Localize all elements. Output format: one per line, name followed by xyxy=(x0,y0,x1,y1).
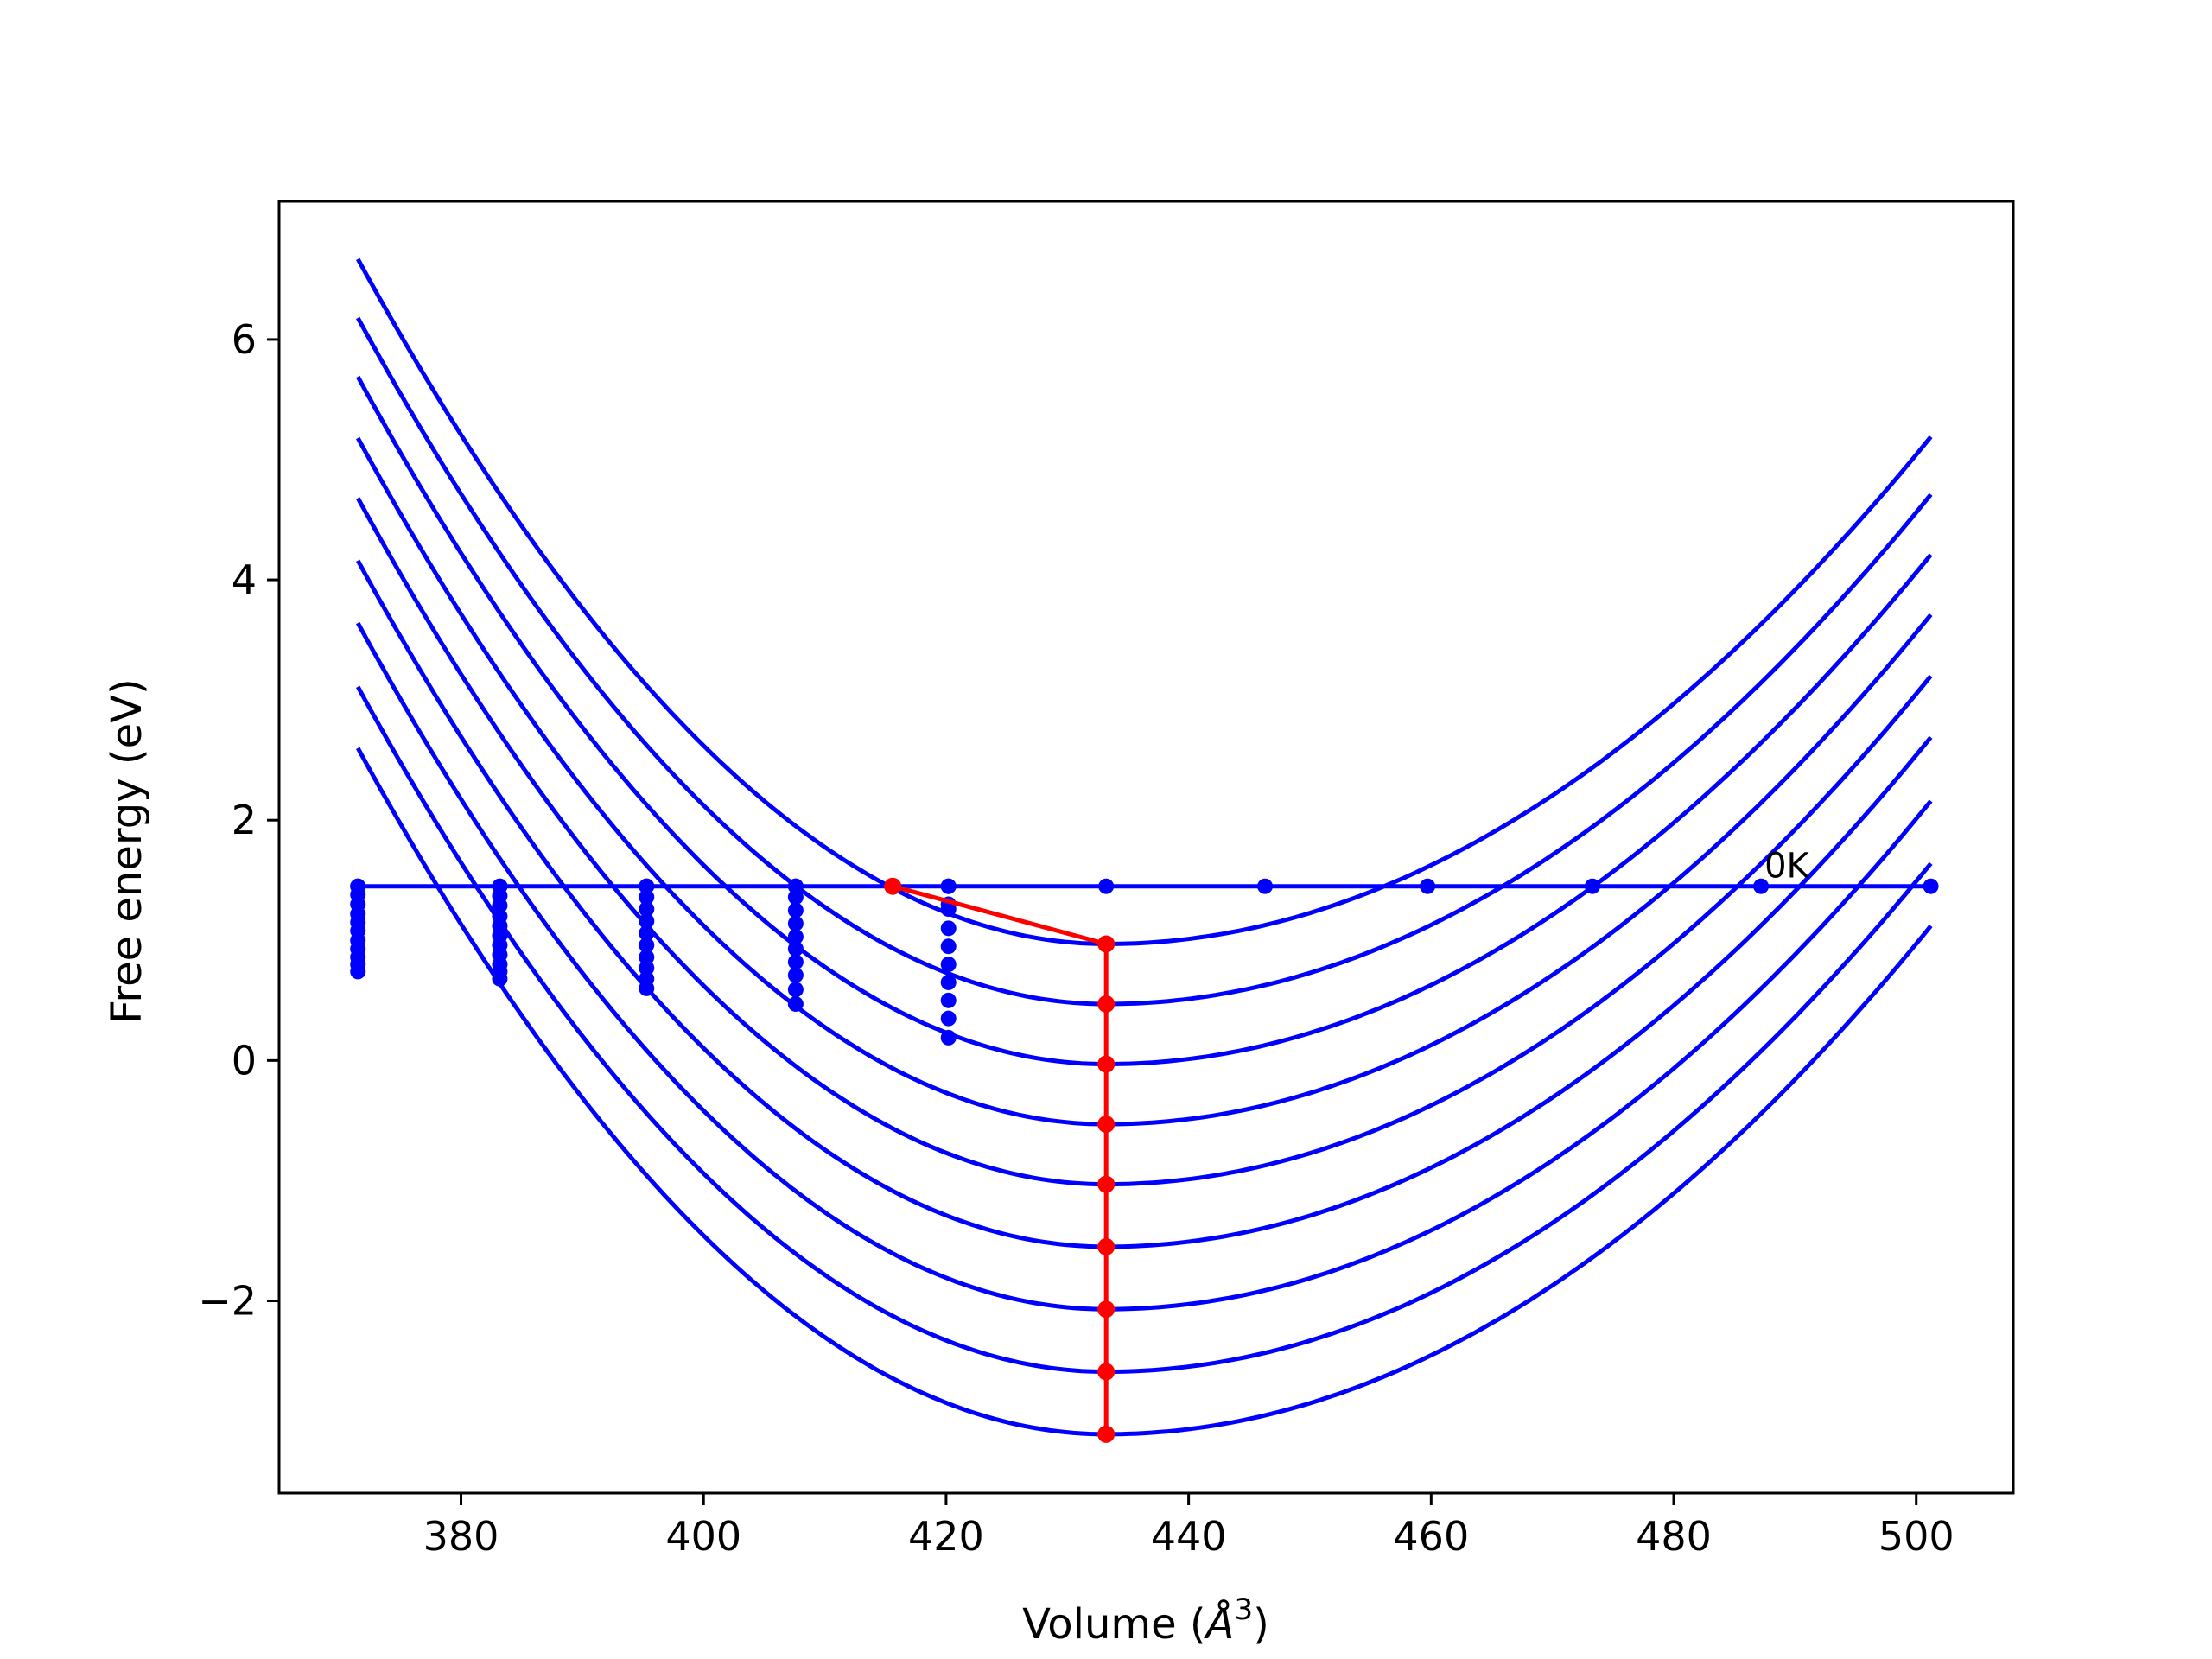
column-point xyxy=(940,1029,957,1046)
y-tick-label: 4 xyxy=(232,556,257,603)
minimum-point xyxy=(1097,995,1116,1013)
column-point xyxy=(787,941,804,957)
column-point xyxy=(639,925,655,941)
x-tick-label: 480 xyxy=(1636,1513,1712,1560)
y-axis-label: Free energy (eV) xyxy=(103,678,151,1023)
reference-point xyxy=(1098,878,1115,894)
reference-point xyxy=(1753,878,1770,894)
y-tick-label: 6 xyxy=(232,316,257,363)
y-axis-ticks: −2 0 2 4 6 xyxy=(198,316,279,1324)
free-energy-curve-7 xyxy=(356,621,1933,1312)
minimum-point xyxy=(1097,1175,1116,1193)
y-tick-label: 2 xyxy=(232,797,257,843)
x-tick-label: 400 xyxy=(665,1513,741,1560)
column-point xyxy=(940,992,957,1008)
column-point xyxy=(787,982,804,998)
column-point xyxy=(787,995,804,1012)
minimum-point xyxy=(1097,1300,1116,1319)
column-point xyxy=(639,878,655,894)
column-point xyxy=(787,967,804,983)
x-axis-label: Volume (Å3) xyxy=(1022,1592,1269,1649)
column-point xyxy=(787,889,804,906)
column-point xyxy=(350,963,366,980)
minimum-point xyxy=(1097,1363,1116,1381)
x-tick-label: 460 xyxy=(1393,1513,1469,1560)
annotation-0k: 0K xyxy=(1764,847,1810,887)
column-point xyxy=(787,954,804,970)
column-point xyxy=(940,974,957,990)
x-tick-label: 420 xyxy=(908,1513,984,1560)
column-point xyxy=(639,980,655,996)
minimum-point xyxy=(1097,1055,1116,1073)
reference-point xyxy=(1923,878,1939,894)
column-point xyxy=(940,1010,957,1027)
x-axis-label-unit: Å xyxy=(1204,1599,1235,1649)
column-point xyxy=(940,938,957,955)
column-point xyxy=(492,970,508,987)
minimum-path-line xyxy=(892,884,1109,1434)
column-point xyxy=(639,913,655,930)
free-energy-curve-5 xyxy=(356,497,1933,1187)
column-point xyxy=(492,897,508,913)
column-point xyxy=(940,920,957,937)
free-energy-curve-1 xyxy=(356,257,1933,946)
column-point xyxy=(639,949,655,965)
x-axis-label-exponent: 3 xyxy=(1234,1592,1253,1627)
column-point xyxy=(940,878,957,894)
x-axis-label-text: Volume ( xyxy=(1022,1600,1206,1649)
free-energy-curve-2 xyxy=(356,316,1933,1007)
minimum-point xyxy=(1097,1425,1116,1443)
column-point xyxy=(639,960,655,976)
minimum-point xyxy=(1097,1237,1116,1255)
column-point xyxy=(639,901,655,918)
column-point xyxy=(787,915,804,931)
minimum-point xyxy=(1097,1116,1116,1134)
x-tick-label: 500 xyxy=(1878,1513,1955,1560)
column-point xyxy=(639,937,655,953)
column-point xyxy=(940,901,957,918)
minimum-point xyxy=(1097,935,1116,953)
column-point xyxy=(940,957,957,973)
x-axis-ticks: 380 400 420 440 460 480 500 xyxy=(423,1493,1955,1560)
reference-point xyxy=(1420,878,1436,894)
x-axis-label-close: ) xyxy=(1253,1600,1269,1649)
column-point xyxy=(787,929,804,945)
x-tick-label: 440 xyxy=(1151,1513,1227,1560)
reference-point xyxy=(1584,878,1600,894)
column-point xyxy=(639,889,655,906)
column-point xyxy=(787,902,804,918)
minimum-point xyxy=(884,877,902,895)
y-tick-label: −2 xyxy=(198,1277,257,1324)
free-energy-curve-6 xyxy=(356,559,1933,1249)
y-tick-label: 0 xyxy=(232,1037,257,1084)
axes-frame xyxy=(277,200,2015,1495)
reference-point xyxy=(1257,878,1274,894)
column-point xyxy=(787,878,804,894)
x-tick-label: 380 xyxy=(423,1513,499,1560)
free-energy-curve-3 xyxy=(356,375,1933,1066)
data-points xyxy=(350,877,1939,1443)
free-energy-curve-8 xyxy=(356,685,1933,1374)
free-energy-curve-9 xyxy=(356,747,1933,1437)
